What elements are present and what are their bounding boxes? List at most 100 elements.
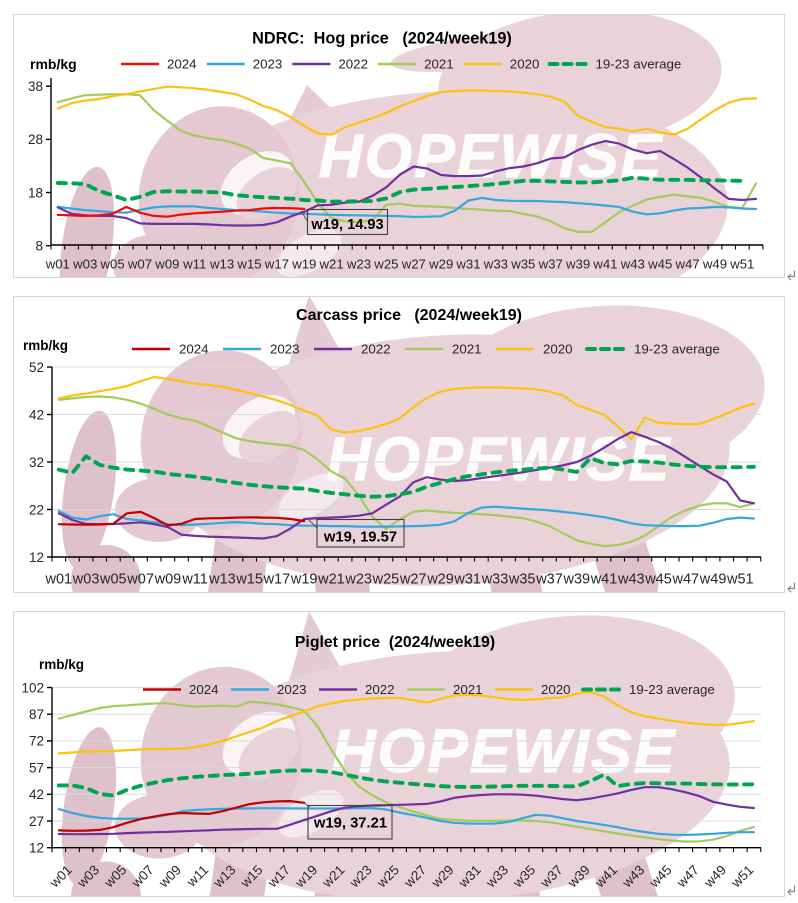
svg-text:w33: w33	[483, 257, 508, 272]
svg-text:w51: w51	[726, 572, 754, 588]
svg-text:w09: w09	[154, 257, 179, 272]
svg-text:w09: w09	[155, 862, 184, 891]
svg-text:2023: 2023	[253, 57, 283, 72]
svg-text:w27: w27	[399, 572, 427, 588]
svg-text:HOPEWISE: HOPEWISE	[319, 122, 664, 190]
svg-text:w25: w25	[373, 257, 398, 272]
svg-text:38: 38	[28, 79, 43, 94]
svg-text:w19, 19.57: w19, 19.57	[323, 530, 397, 546]
svg-text:w45: w45	[644, 572, 672, 588]
svg-text:w19, 14.93: w19, 14.93	[310, 217, 383, 233]
svg-text:w19, 37.21: w19, 37.21	[313, 815, 387, 831]
svg-text:w37: w37	[535, 572, 563, 588]
svg-text:w11: w11	[181, 572, 208, 588]
svg-text:2024: 2024	[179, 342, 209, 357]
svg-text:19-23 average: 19-23 average	[596, 57, 682, 72]
svg-text:42: 42	[29, 407, 44, 422]
svg-text:w49: w49	[699, 572, 727, 588]
svg-text:18: 18	[28, 185, 43, 200]
svg-text:w41: w41	[592, 257, 617, 272]
svg-text:2020: 2020	[541, 682, 571, 697]
svg-text:Carcass price (2024/week19): Carcass price (2024/week19)	[296, 307, 522, 324]
svg-text:w03: w03	[72, 572, 100, 588]
svg-text:32: 32	[29, 455, 44, 470]
svg-text:2024: 2024	[189, 682, 219, 697]
svg-text:w39: w39	[562, 572, 590, 588]
svg-text:w29: w29	[428, 257, 453, 272]
svg-text:w01: w01	[45, 257, 70, 272]
svg-text:Piglet price (2024/week19): Piglet price (2024/week19)	[295, 634, 495, 651]
svg-text:w51: w51	[728, 862, 757, 891]
svg-text:w41: w41	[590, 572, 618, 588]
svg-text:2020: 2020	[510, 57, 540, 72]
svg-text:w23: w23	[344, 572, 372, 588]
svg-text:w15: w15	[235, 572, 263, 588]
svg-text:w37: w37	[538, 257, 563, 272]
svg-text:w05: w05	[99, 257, 124, 272]
svg-text:2020: 2020	[543, 342, 573, 357]
svg-text:57: 57	[29, 760, 44, 775]
svg-text:102: 102	[21, 680, 44, 695]
svg-text:rmb/kg: rmb/kg	[30, 56, 77, 72]
svg-text:rmb/kg: rmb/kg	[39, 657, 84, 672]
svg-text:w43: w43	[617, 572, 645, 588]
svg-text:w23: w23	[346, 257, 371, 272]
svg-text:2021: 2021	[452, 342, 482, 357]
svg-text:28: 28	[28, 132, 43, 147]
svg-text:w47: w47	[671, 572, 699, 588]
svg-text:12: 12	[29, 550, 44, 565]
svg-text:w49: w49	[701, 862, 730, 891]
svg-text:w07: w07	[127, 257, 152, 272]
svg-text:w21: w21	[317, 572, 345, 588]
svg-text:w49: w49	[702, 257, 727, 272]
svg-text:87: 87	[29, 707, 44, 722]
svg-text:NDRC: Hog price (2024/week1: NDRC: Hog price (2024/week19)	[252, 30, 512, 48]
svg-text:w51: w51	[729, 257, 754, 272]
svg-text:w45: w45	[647, 257, 672, 272]
svg-text:42: 42	[29, 787, 44, 802]
svg-text:w15: w15	[236, 257, 261, 272]
svg-text:2021: 2021	[453, 682, 483, 697]
svg-text:w31: w31	[453, 572, 481, 588]
svg-text:2023: 2023	[277, 682, 307, 697]
svg-text:w47: w47	[674, 257, 699, 272]
svg-text:19-23 average: 19-23 average	[629, 682, 715, 697]
svg-text:w11: w11	[182, 257, 206, 272]
svg-text:w39: w39	[565, 257, 590, 272]
svg-text:HOPEWISE: HOPEWISE	[327, 425, 672, 493]
svg-text:w07: w07	[126, 572, 154, 588]
svg-text:22: 22	[29, 502, 44, 517]
svg-text:w33: w33	[481, 572, 509, 588]
svg-text:w21: w21	[318, 257, 343, 272]
svg-text:w19: w19	[291, 257, 316, 272]
svg-text:w01: w01	[44, 572, 72, 588]
svg-text:12: 12	[29, 840, 44, 855]
svg-text:8: 8	[35, 239, 43, 254]
svg-text:HOPEWISE: HOPEWISE	[332, 717, 677, 785]
svg-text:2023: 2023	[270, 342, 300, 357]
svg-text:w35: w35	[510, 257, 535, 272]
svg-text:52: 52	[29, 360, 44, 375]
svg-text:2022: 2022	[361, 342, 391, 357]
svg-text:2021: 2021	[424, 57, 454, 72]
svg-text:w13: w13	[208, 572, 236, 588]
svg-text:w35: w35	[508, 572, 536, 588]
svg-text:w27: w27	[401, 257, 426, 272]
svg-text:w13: w13	[209, 257, 234, 272]
svg-text:w17: w17	[263, 572, 291, 588]
svg-text:w09: w09	[154, 572, 182, 588]
svg-text:w25: w25	[372, 572, 400, 588]
svg-text:w19: w19	[290, 572, 318, 588]
svg-text:w47: w47	[673, 862, 702, 891]
svg-text:w43: w43	[620, 257, 645, 272]
svg-text:w31: w31	[455, 257, 480, 272]
svg-text:w29: w29	[426, 572, 454, 588]
svg-text:w17: w17	[264, 257, 289, 272]
svg-text:2022: 2022	[365, 682, 395, 697]
svg-text:2022: 2022	[338, 57, 368, 72]
svg-text:72: 72	[29, 733, 44, 748]
svg-text:w05: w05	[99, 572, 127, 588]
svg-text:19-23 average: 19-23 average	[634, 342, 720, 357]
svg-text:rmb/kg: rmb/kg	[23, 338, 68, 353]
svg-text:27: 27	[29, 813, 44, 828]
